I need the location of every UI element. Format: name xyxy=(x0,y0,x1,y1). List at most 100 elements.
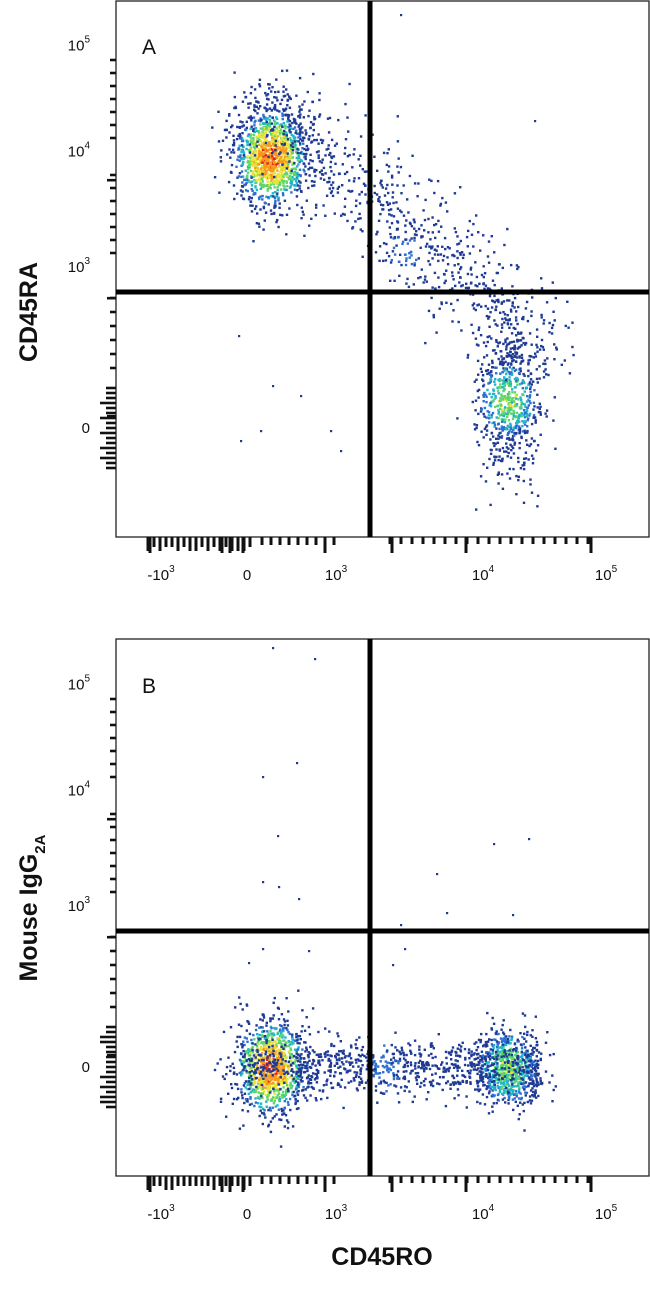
event-dot xyxy=(512,467,515,471)
event-dot xyxy=(273,1065,276,1068)
event-dot xyxy=(268,125,271,128)
event-dot xyxy=(243,1092,247,1095)
event-dot xyxy=(247,1081,251,1084)
event-dot xyxy=(423,278,427,281)
event-dot xyxy=(378,245,382,248)
event-dot xyxy=(284,162,288,165)
event-dot xyxy=(273,1088,277,1091)
event-dot xyxy=(505,400,508,403)
event-dot xyxy=(259,187,262,190)
event-dot xyxy=(276,1056,280,1059)
event-dot xyxy=(235,1040,238,1043)
event-dot xyxy=(512,405,515,408)
event-dot xyxy=(519,367,522,370)
event-dot xyxy=(236,192,239,195)
event-dot xyxy=(480,273,484,277)
event-dot xyxy=(501,1051,504,1054)
event-dot xyxy=(518,429,521,432)
event-dot xyxy=(246,141,249,144)
event-dot xyxy=(532,1084,536,1088)
event-dot xyxy=(291,1035,294,1039)
event-dot xyxy=(521,317,524,320)
event-dot xyxy=(282,1026,286,1030)
event-dot xyxy=(336,1032,339,1035)
event-dot xyxy=(349,1063,352,1067)
event-dot xyxy=(457,263,460,266)
event-dot xyxy=(527,374,530,378)
event-dot xyxy=(318,115,321,118)
event-dot xyxy=(484,344,488,348)
event-dot xyxy=(308,135,311,138)
event-dot xyxy=(276,126,280,129)
event-dot xyxy=(260,141,264,145)
event-dot xyxy=(289,1081,292,1085)
event-dot xyxy=(225,1115,228,1118)
event-dot xyxy=(497,1068,500,1072)
event-dot xyxy=(424,198,427,202)
event-dot xyxy=(262,1077,265,1080)
event-dot xyxy=(450,302,453,306)
event-dot xyxy=(277,1041,281,1044)
event-dot xyxy=(238,1035,242,1039)
event-dot xyxy=(518,413,521,416)
event-dot xyxy=(267,168,270,172)
event-dot xyxy=(476,285,479,288)
event-dot xyxy=(266,180,269,183)
event-dot xyxy=(502,342,505,346)
event-dot xyxy=(477,444,481,447)
event-dot xyxy=(259,181,262,185)
event-dot xyxy=(526,425,529,428)
event-dot xyxy=(519,396,522,399)
event-dot xyxy=(413,227,416,230)
event-dot xyxy=(288,186,292,189)
event-dot xyxy=(270,1036,274,1040)
event-dot xyxy=(281,144,284,147)
event-dot xyxy=(227,1092,230,1095)
event-dot xyxy=(276,122,279,125)
event-dot xyxy=(515,1075,519,1078)
event-dot xyxy=(293,1094,297,1097)
event-dot xyxy=(541,345,545,349)
event-dot xyxy=(321,158,324,161)
event-dot xyxy=(543,359,547,362)
event-dot xyxy=(503,1049,506,1052)
event-dot xyxy=(421,235,424,238)
event-dot xyxy=(258,155,261,158)
event-dot xyxy=(521,402,524,405)
event-dot xyxy=(286,158,290,161)
event-dot xyxy=(490,1075,494,1079)
event-dot xyxy=(510,438,513,441)
event-dot xyxy=(249,1076,253,1079)
event-dot xyxy=(237,147,240,150)
event-dot xyxy=(468,219,471,223)
event-dot xyxy=(499,396,502,400)
event-dot xyxy=(247,1020,250,1024)
event-dot xyxy=(444,279,447,282)
event-dot xyxy=(520,435,523,438)
event-dot xyxy=(232,141,236,145)
event-dot xyxy=(277,154,280,158)
event-dot xyxy=(417,182,420,185)
event-dot xyxy=(477,328,480,332)
event-dot xyxy=(300,108,303,111)
event-dot xyxy=(277,1037,280,1040)
event-dot xyxy=(454,230,458,234)
event-dot xyxy=(297,1035,300,1038)
event-dot xyxy=(262,1107,265,1111)
event-dot xyxy=(249,1083,252,1086)
event-dot xyxy=(513,306,516,309)
event-dot xyxy=(267,183,270,187)
y-tick-label: 0 xyxy=(82,420,90,437)
event-dot xyxy=(272,173,275,176)
event-dot xyxy=(501,487,505,490)
event-dot xyxy=(277,196,280,200)
event-dot xyxy=(512,326,515,330)
event-dot xyxy=(274,1046,277,1050)
event-dot xyxy=(532,401,536,404)
event-dot xyxy=(473,423,476,426)
event-dot xyxy=(431,216,434,219)
event-dot xyxy=(337,1066,340,1069)
event-dot xyxy=(519,1092,522,1095)
event-dot xyxy=(285,160,289,164)
event-dot xyxy=(297,1081,300,1084)
